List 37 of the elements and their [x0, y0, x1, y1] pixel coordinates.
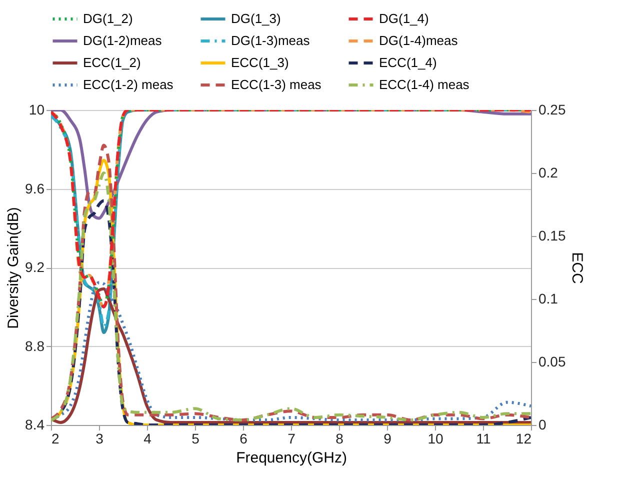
y-tick-label: 9.2	[25, 259, 45, 275]
y-tick-label: 9.6	[25, 180, 45, 196]
y2-axis-title: ECC	[568, 252, 586, 284]
legend-label: DG(1-4)meas	[379, 33, 458, 48]
x-tick-label: 4	[144, 430, 152, 446]
x-tick-label: 9	[384, 430, 392, 446]
legend-label: DG(1-2)meas	[83, 33, 162, 48]
y-axis-title: Diversity Gain(dB)	[5, 207, 22, 329]
legend-label: ECC(1-3) meas	[231, 77, 322, 92]
legend-label: DG(1_2)	[83, 11, 133, 26]
legend-label: ECC(1-4) meas	[379, 77, 470, 92]
legend-label: ECC(1-2) meas	[83, 77, 174, 92]
legend-label: DG(1_3)	[231, 11, 281, 26]
x-tick-label: 6	[240, 430, 248, 446]
y2-tick-label: 0.2	[538, 164, 558, 180]
y2-tick-label: 0.15	[538, 228, 566, 244]
y2-tick-label: 0.05	[538, 354, 566, 370]
x-tick-label: 11	[476, 430, 491, 446]
x-tick-label: 12	[516, 430, 532, 446]
x-tick-label: 5	[192, 430, 200, 446]
y2-tick-label: 0.25	[538, 102, 566, 118]
legend-label: DG(1_4)	[379, 11, 429, 26]
y-tick-label: 10	[28, 102, 45, 118]
x-tick-label: 3	[96, 430, 104, 446]
x-tick-label: 2	[52, 430, 60, 446]
legend-label: ECC(1_3)	[231, 55, 289, 70]
y-tick-label: 8.8	[25, 338, 45, 354]
y-tick-label: 8.4	[25, 416, 45, 432]
y2-tick-label: 0.1	[538, 290, 558, 306]
x-tick-label: 8	[336, 430, 344, 446]
legend-label: ECC(1_4)	[379, 55, 437, 70]
y2-tick-label: 0	[538, 416, 546, 432]
x-tick-label: 7	[288, 430, 296, 446]
x-axis-title: Frequency(GHz)	[236, 450, 347, 466]
legend-label: DG(1-3)meas	[231, 33, 310, 48]
legend-label: ECC(1_2)	[83, 55, 141, 70]
x-tick-label: 10	[428, 430, 444, 446]
